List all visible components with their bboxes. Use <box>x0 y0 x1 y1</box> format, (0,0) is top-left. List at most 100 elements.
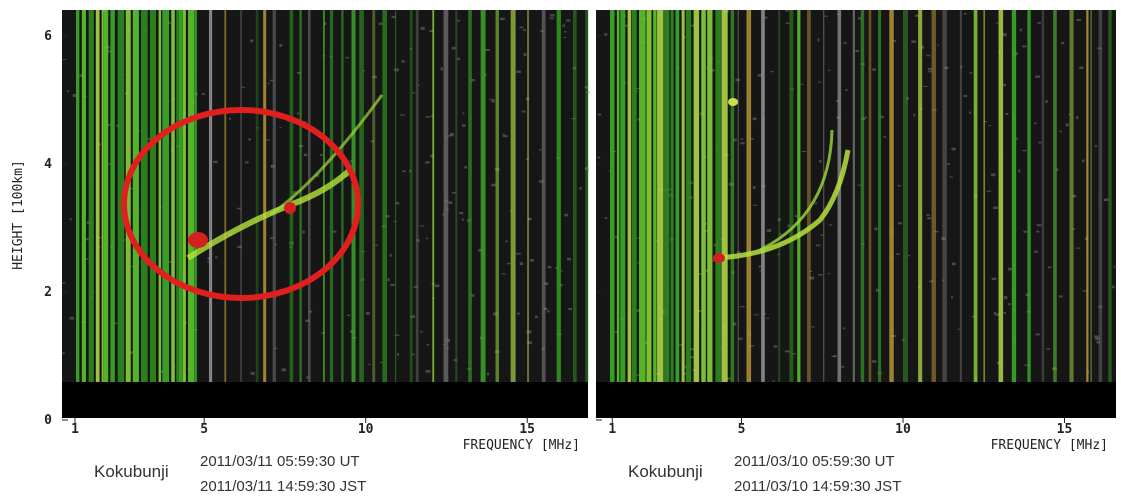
noise <box>1003 84 1006 87</box>
noise <box>795 215 797 217</box>
x-tick-label: 10 <box>895 422 911 437</box>
stripe <box>110 10 114 382</box>
noise <box>1083 290 1087 291</box>
stripe <box>1042 10 1044 382</box>
stripe <box>632 10 637 382</box>
x-tick-label: 1 <box>608 422 616 437</box>
stripe <box>444 10 449 382</box>
noise <box>400 114 405 115</box>
noise <box>947 163 950 165</box>
stripe <box>823 10 824 382</box>
noise <box>251 372 255 375</box>
noise <box>1045 100 1047 103</box>
stripe <box>1053 10 1057 382</box>
noise <box>928 71 932 72</box>
stripe <box>694 10 699 382</box>
noise <box>73 94 76 97</box>
stripe <box>256 10 259 382</box>
noise <box>1020 29 1022 32</box>
noise <box>937 45 939 46</box>
stripe <box>746 10 751 382</box>
station-name: Kokubunji <box>628 462 703 481</box>
plot-background <box>62 10 588 418</box>
noise <box>539 149 542 150</box>
noise <box>450 133 454 136</box>
noise <box>855 50 859 52</box>
stripe <box>171 10 175 382</box>
noise <box>1046 348 1050 349</box>
echo-spot <box>284 202 296 214</box>
noise <box>202 93 205 95</box>
stripe <box>141 10 148 382</box>
stripe <box>410 10 413 382</box>
stripe <box>89 10 94 382</box>
y-tick-label: 6 <box>44 29 52 44</box>
noise <box>765 17 768 19</box>
noise <box>992 278 997 280</box>
time-jst: 2011/03/11 14:59:30 JST <box>200 478 366 495</box>
noise <box>1077 19 1082 21</box>
stripe <box>240 10 242 382</box>
stripe <box>496 10 499 382</box>
noise <box>492 100 495 102</box>
stripe <box>974 10 978 382</box>
stripe <box>416 10 419 382</box>
noise <box>462 112 464 113</box>
noise <box>397 353 399 356</box>
noise <box>958 329 960 330</box>
stripe <box>1108 10 1111 382</box>
noise <box>413 92 416 93</box>
noise <box>452 192 456 193</box>
noise <box>872 360 877 362</box>
noise <box>753 205 757 206</box>
noise <box>1004 312 1006 314</box>
noise <box>387 278 389 281</box>
noise <box>297 113 299 115</box>
noise <box>1037 224 1042 226</box>
noise <box>452 47 456 50</box>
noise <box>926 55 930 57</box>
noise <box>1023 231 1027 233</box>
noise <box>785 350 790 352</box>
x-tick-label: 15 <box>519 422 535 437</box>
noise <box>1094 335 1098 337</box>
noise <box>740 306 745 307</box>
stripe <box>188 10 194 382</box>
noise <box>213 161 217 163</box>
noise <box>883 136 886 138</box>
noise <box>738 338 742 340</box>
stripe <box>104 10 108 382</box>
noise <box>524 53 527 56</box>
stripe <box>610 10 615 382</box>
noise <box>491 184 495 187</box>
stripe <box>738 10 740 382</box>
blank-band <box>596 382 1116 418</box>
noise <box>63 59 66 60</box>
stripe <box>1099 10 1103 382</box>
noise <box>753 118 757 121</box>
noise <box>426 344 429 345</box>
stripe <box>1091 10 1092 382</box>
noise <box>420 331 423 333</box>
noise <box>304 154 308 157</box>
noise <box>245 161 248 163</box>
stripe <box>869 10 872 382</box>
noise <box>615 331 617 333</box>
stripe <box>209 10 212 382</box>
noise <box>811 326 814 327</box>
noise <box>522 111 526 113</box>
noise <box>818 274 822 276</box>
y-tick-label: 2 <box>44 285 52 300</box>
noise <box>898 185 901 187</box>
noise <box>448 201 452 203</box>
noise <box>548 266 552 268</box>
noise <box>821 235 824 236</box>
noise <box>507 263 511 264</box>
blank-band <box>62 382 588 418</box>
noise <box>1104 199 1109 201</box>
stripe <box>585 10 588 382</box>
station-name: Kokubunji <box>94 462 169 481</box>
noise <box>841 366 844 368</box>
stripe <box>382 10 387 382</box>
noise <box>1061 42 1064 44</box>
